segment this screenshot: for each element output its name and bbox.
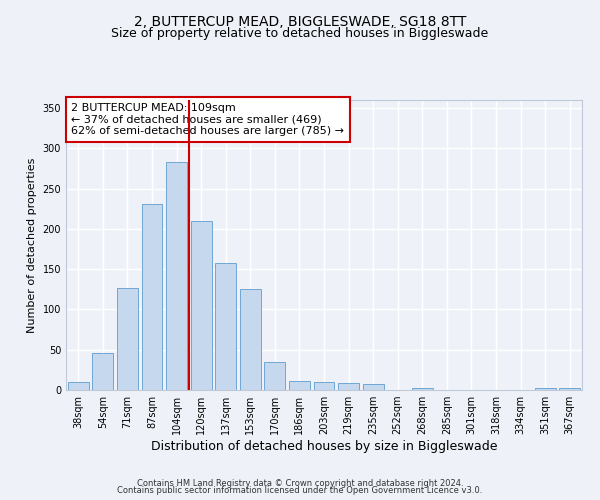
Bar xyxy=(412,388,433,390)
Bar xyxy=(92,353,113,390)
X-axis label: Distribution of detached houses by size in Biggleswade: Distribution of detached houses by size … xyxy=(151,440,497,453)
Bar xyxy=(166,162,187,390)
Text: 2, BUTTERCUP MEAD, BIGGLESWADE, SG18 8TT: 2, BUTTERCUP MEAD, BIGGLESWADE, SG18 8TT xyxy=(134,15,466,29)
Bar xyxy=(117,288,138,390)
Text: 2 BUTTERCUP MEAD: 109sqm
← 37% of detached houses are smaller (469)
62% of semi-: 2 BUTTERCUP MEAD: 109sqm ← 37% of detach… xyxy=(71,103,344,136)
Text: Contains HM Land Registry data © Crown copyright and database right 2024.: Contains HM Land Registry data © Crown c… xyxy=(137,478,463,488)
Bar xyxy=(314,382,334,390)
Bar xyxy=(215,262,236,390)
Bar xyxy=(289,381,310,390)
Bar xyxy=(362,384,383,390)
Y-axis label: Number of detached properties: Number of detached properties xyxy=(27,158,37,332)
Bar xyxy=(559,388,580,390)
Bar xyxy=(191,221,212,390)
Bar xyxy=(338,383,359,390)
Text: Contains public sector information licensed under the Open Government Licence v3: Contains public sector information licen… xyxy=(118,486,482,495)
Bar xyxy=(240,288,261,390)
Bar xyxy=(535,388,556,390)
Bar xyxy=(265,362,286,390)
Bar xyxy=(142,204,163,390)
Bar xyxy=(68,382,89,390)
Text: Size of property relative to detached houses in Biggleswade: Size of property relative to detached ho… xyxy=(112,28,488,40)
